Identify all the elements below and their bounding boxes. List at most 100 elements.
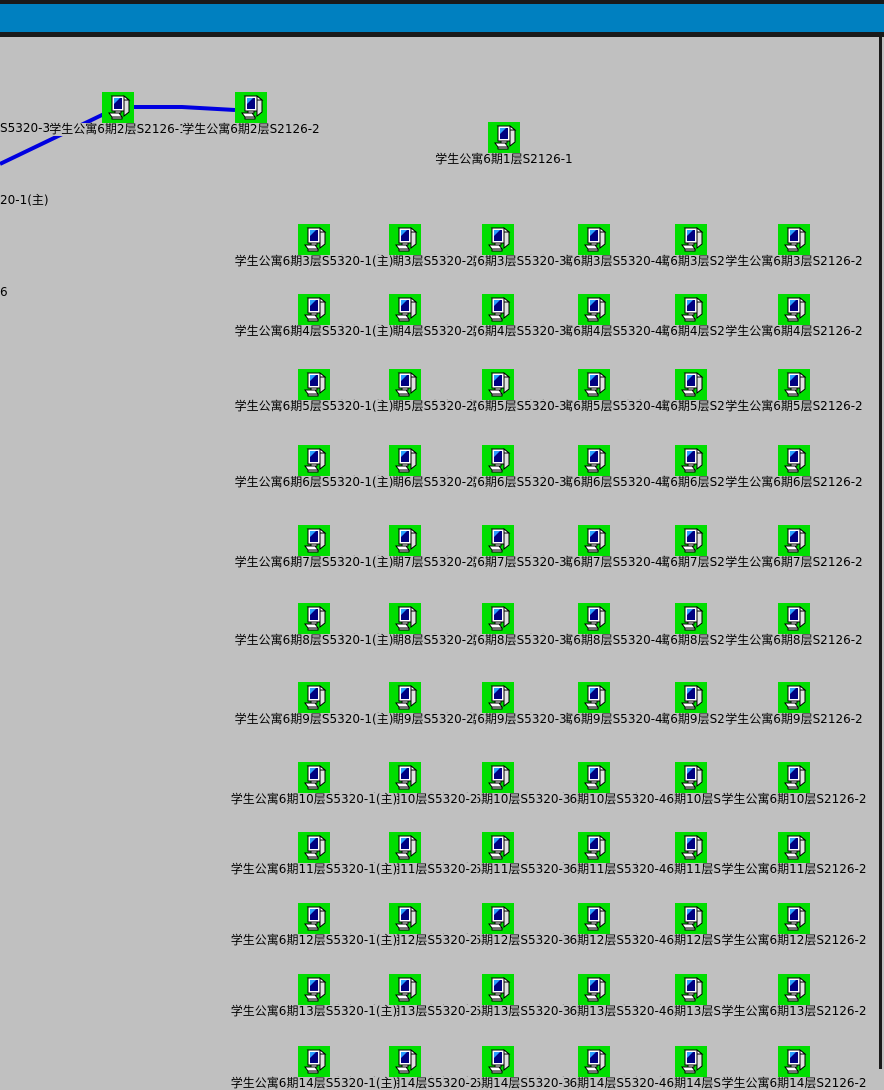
device-icon[interactable]: [578, 903, 610, 934]
device-icon[interactable]: [389, 603, 421, 634]
device-icon[interactable]: [578, 1046, 610, 1077]
device-label: 学生公寓6期8层S2126-2: [725, 633, 863, 647]
device-label: 学生公寓6期5层S2126-2: [725, 399, 863, 413]
device-icon[interactable]: [578, 224, 610, 255]
device-label: 学生公寓6期12层S2126-2: [721, 933, 867, 947]
device-icon[interactable]: [482, 445, 514, 476]
device-icon[interactable]: [778, 1046, 810, 1077]
device-label: 学生公寓6期10层S5320-1(主): [230, 792, 398, 806]
map-canvas[interactable]: 学生公寓6期2层S2126-1 学生公寓6期2层S2126-2 学生公寓6期1层…: [0, 37, 884, 1090]
device-icon[interactable]: [675, 603, 707, 634]
device-icon[interactable]: [778, 682, 810, 713]
device-icon[interactable]: [298, 294, 330, 325]
device-icon[interactable]: [298, 525, 330, 556]
device-icon[interactable]: [389, 682, 421, 713]
device-icon[interactable]: [578, 974, 610, 1005]
device-icon[interactable]: [675, 294, 707, 325]
device-icon[interactable]: [778, 832, 810, 863]
device-icon[interactable]: [578, 682, 610, 713]
device-label: 学生公寓6期3层S5320-1(主): [234, 254, 394, 268]
device-icon[interactable]: [578, 603, 610, 634]
window-right-border: [879, 37, 882, 1069]
device-icon[interactable]: [482, 762, 514, 793]
device-icon[interactable]: [298, 1046, 330, 1077]
device-icon[interactable]: [778, 974, 810, 1005]
device-icon[interactable]: [675, 1046, 707, 1077]
device-icon[interactable]: [298, 682, 330, 713]
device-icon[interactable]: [298, 832, 330, 863]
device-icon[interactable]: [389, 762, 421, 793]
device-icon[interactable]: [482, 974, 514, 1005]
device-label: 学生公寓6期2层S2126-1: [49, 122, 187, 136]
device-icon[interactable]: [778, 369, 810, 400]
title-bar-underline: [0, 32, 884, 37]
device-icon[interactable]: [778, 603, 810, 634]
device-icon[interactable]: [482, 682, 514, 713]
device-icon[interactable]: [389, 903, 421, 934]
device-icon[interactable]: [298, 445, 330, 476]
device-icon[interactable]: [778, 294, 810, 325]
device-icon[interactable]: [389, 1046, 421, 1077]
device-label: 学生公寓6期5层S5320-1(主): [234, 399, 394, 413]
device-icon[interactable]: [298, 903, 330, 934]
device-label: 学生公寓6期3层S2126-2: [725, 254, 863, 268]
device-icon[interactable]: [778, 903, 810, 934]
device-icon[interactable]: [675, 974, 707, 1005]
device-icon[interactable]: [298, 603, 330, 634]
device-icon[interactable]: [482, 369, 514, 400]
device-icon[interactable]: [482, 525, 514, 556]
network-link-line: [133, 105, 236, 112]
window-top-border: [0, 0, 884, 4]
device-icon[interactable]: [298, 369, 330, 400]
device-icon[interactable]: [778, 762, 810, 793]
device-icon[interactable]: [298, 224, 330, 255]
device-icon[interactable]: [675, 682, 707, 713]
device-icon[interactable]: [389, 525, 421, 556]
device-icon[interactable]: [482, 1046, 514, 1077]
device-icon[interactable]: [389, 445, 421, 476]
device-label: 学生公寓6期9层S5320-1(主): [234, 712, 394, 726]
device-label: 学生公寓6期8层S5320-1(主): [234, 633, 394, 647]
device-icon[interactable]: [675, 224, 707, 255]
device-icon[interactable]: [488, 122, 520, 153]
device-icon[interactable]: [778, 224, 810, 255]
device-label: 学生公寓6期7层S5320-1(主): [234, 555, 394, 569]
device-icon[interactable]: [482, 294, 514, 325]
clipped-device-label: 20-1(主): [0, 193, 49, 207]
device-icon[interactable]: [675, 832, 707, 863]
device-label: 学生公寓6期11层S2126-2: [721, 862, 867, 876]
device-icon[interactable]: [102, 92, 134, 123]
device-icon[interactable]: [578, 762, 610, 793]
device-icon[interactable]: [482, 832, 514, 863]
device-icon[interactable]: [482, 903, 514, 934]
device-icon[interactable]: [778, 445, 810, 476]
title-bar[interactable]: [0, 4, 884, 32]
device-icon[interactable]: [675, 762, 707, 793]
device-icon[interactable]: [675, 525, 707, 556]
device-label: 学生公寓6期2层S2126-2: [182, 122, 320, 136]
device-icon[interactable]: [675, 445, 707, 476]
device-label: 学生公寓6期12层S5320-1(主): [230, 933, 398, 947]
device-icon[interactable]: [578, 369, 610, 400]
device-label: 学生公寓6期1层S2126-1: [435, 152, 573, 166]
device-icon[interactable]: [389, 224, 421, 255]
device-label: 学生公寓6期7层S2126-2: [725, 555, 863, 569]
device-icon[interactable]: [482, 224, 514, 255]
device-icon[interactable]: [389, 832, 421, 863]
device-icon[interactable]: [578, 832, 610, 863]
topology-links: [0, 105, 236, 166]
device-icon[interactable]: [578, 445, 610, 476]
device-icon[interactable]: [675, 369, 707, 400]
device-icon[interactable]: [235, 92, 267, 123]
device-icon[interactable]: [578, 294, 610, 325]
device-icon[interactable]: [578, 525, 610, 556]
device-icon[interactable]: [778, 525, 810, 556]
device-icon[interactable]: [298, 762, 330, 793]
device-icon[interactable]: [675, 903, 707, 934]
device-icon[interactable]: [389, 369, 421, 400]
device-icon[interactable]: [482, 603, 514, 634]
device-label: 学生公寓6期6层S5320-1(主): [234, 475, 394, 489]
device-icon[interactable]: [389, 974, 421, 1005]
device-icon[interactable]: [298, 974, 330, 1005]
device-icon[interactable]: [389, 294, 421, 325]
